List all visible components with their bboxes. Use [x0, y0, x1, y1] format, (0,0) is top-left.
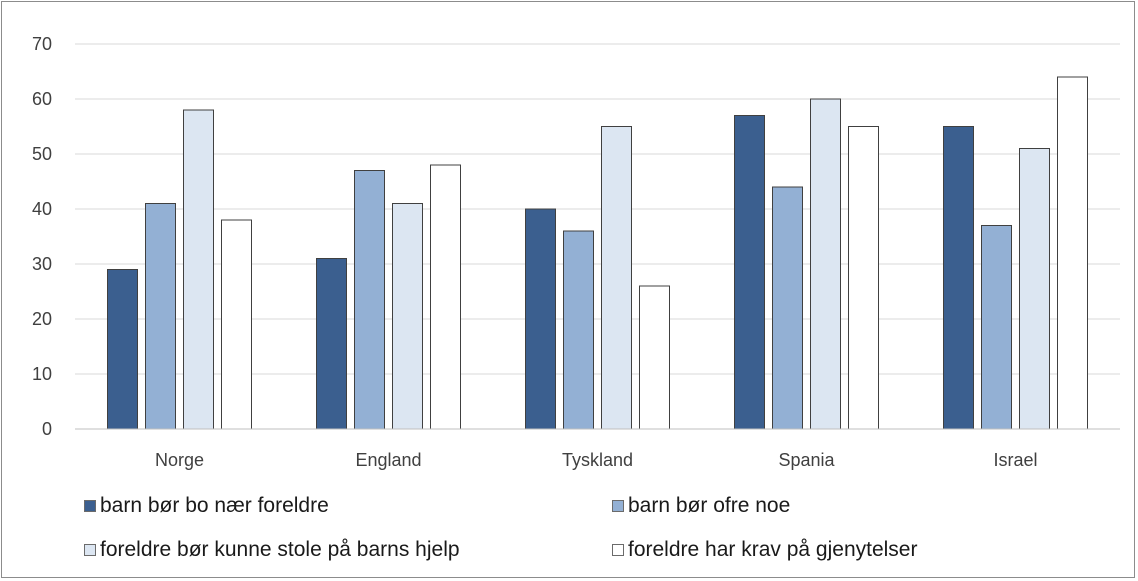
- x-tick-label-england: England: [355, 450, 421, 470]
- bar-norge-series-4: [221, 219, 252, 430]
- x-axis-ticks: Norge England Tyskland Spania Israel: [155, 450, 1038, 470]
- legend-item-series-1: barn bør bo nær foreldre: [84, 494, 329, 518]
- y-tick-label: 0: [42, 419, 52, 439]
- bar-israel-series-2: [981, 225, 1012, 430]
- legend-label-series-2: barn bør ofre noe: [628, 494, 791, 517]
- y-tick-label: 30: [32, 254, 52, 274]
- y-tick-label: 50: [32, 144, 52, 164]
- bars: [107, 76, 1088, 430]
- legend-swatch-series-2: [612, 500, 624, 512]
- bar-spania-series-4: [848, 126, 879, 430]
- bar-spania-series-3: [810, 98, 841, 430]
- bar-tyskland-series-1: [525, 208, 556, 430]
- y-tick-label: 10: [32, 364, 52, 384]
- x-tick-label-tyskland: Tyskland: [562, 450, 633, 470]
- bar-norge-series-3: [183, 109, 214, 430]
- bar-england-series-4: [430, 164, 461, 430]
- legend-swatch-series-1: [84, 500, 96, 512]
- x-tick-label-israel: Israel: [993, 450, 1037, 470]
- x-tick-label-norge: Norge: [155, 450, 204, 470]
- y-axis-ticks: 0 10 20 30 40 50 60 70: [32, 34, 52, 439]
- legend-label-series-4: foreldre har krav på gjenytelser: [628, 538, 918, 561]
- y-tick-label: 40: [32, 199, 52, 219]
- x-tick-label-spania: Spania: [778, 450, 835, 470]
- legend-label-series-3: foreldre bør kunne stole på barns hjelp: [100, 538, 460, 561]
- bar-england-series-2: [354, 170, 385, 430]
- legend-swatch-series-3: [84, 544, 96, 556]
- legend-item-series-2: barn bør ofre noe: [612, 494, 790, 518]
- legend-item-series-3: foreldre bør kunne stole på barns hjelp: [84, 538, 460, 562]
- bar-tyskland-series-4: [639, 285, 670, 430]
- bar-norge-series-2: [145, 203, 176, 430]
- legend-item-series-4: foreldre har krav på gjenytelser: [612, 538, 917, 562]
- bar-norge-series-1: [107, 269, 138, 430]
- bar-spania-series-1: [734, 115, 765, 430]
- bar-spania-series-2: [772, 186, 803, 430]
- bar-israel-series-1: [943, 126, 974, 430]
- y-tick-label: 70: [32, 34, 52, 54]
- bar-israel-series-4: [1057, 76, 1088, 430]
- y-tick-label: 20: [32, 309, 52, 329]
- legend-label-series-1: barn bør bo nær foreldre: [100, 494, 329, 517]
- bar-england-series-3: [392, 203, 423, 430]
- bar-tyskland-series-2: [563, 230, 594, 430]
- bar-england-series-1: [316, 258, 347, 430]
- bar-israel-series-3: [1019, 148, 1050, 430]
- bar-tyskland-series-3: [601, 126, 632, 430]
- legend-swatch-series-4: [612, 544, 624, 556]
- legend: barn bør bo nær foreldre barn bør ofre n…: [82, 490, 1082, 570]
- y-tick-label: 60: [32, 89, 52, 109]
